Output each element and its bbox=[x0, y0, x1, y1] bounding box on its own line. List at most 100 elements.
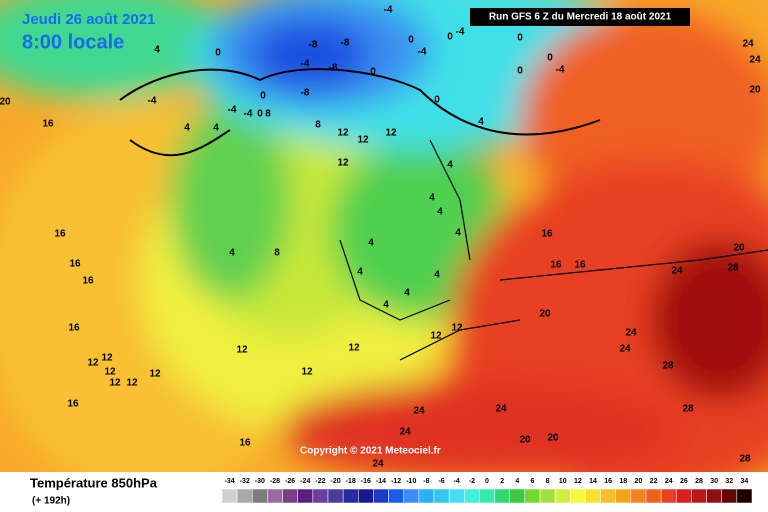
contour-label: 12 bbox=[357, 135, 369, 146]
contour-label: 24 bbox=[495, 404, 507, 415]
scale-tick-label: -6 bbox=[438, 478, 444, 485]
scale-swatch bbox=[388, 488, 404, 504]
contour-label: 4 bbox=[383, 300, 389, 311]
contour-label: 16 bbox=[67, 399, 79, 410]
scale-swatch bbox=[221, 488, 238, 504]
contour-label: -4 bbox=[301, 59, 310, 70]
scale-tick-label: -12 bbox=[391, 478, 401, 485]
contour-label: 8 bbox=[265, 109, 271, 120]
contour-label: 28 bbox=[739, 454, 751, 465]
contour-label: 0 bbox=[260, 91, 266, 102]
contour-label: 0 bbox=[370, 67, 376, 78]
border bbox=[339, 139, 768, 361]
scale-tick-label: 16 bbox=[604, 478, 612, 485]
scale-tick-label: 10 bbox=[559, 478, 567, 485]
run-box bbox=[470, 8, 690, 26]
scale-swatch bbox=[570, 488, 586, 504]
scale-tick-label: 24 bbox=[665, 478, 673, 485]
scale-swatch bbox=[736, 488, 753, 504]
contour-label: 20 bbox=[733, 243, 745, 254]
contour-label: -8 bbox=[329, 63, 338, 74]
scale-swatch bbox=[464, 488, 480, 504]
forecast-time: 8:00 locale bbox=[22, 31, 124, 53]
contour-label: -4 bbox=[418, 47, 427, 58]
contour-label: 16 bbox=[239, 438, 251, 449]
scale-swatch bbox=[721, 488, 738, 504]
scale-tick-label: 26 bbox=[680, 478, 688, 485]
scale-tick-label: -8 bbox=[423, 478, 429, 485]
map-field bbox=[0, 0, 768, 472]
contour-label: 4 bbox=[357, 267, 363, 278]
scale-swatch bbox=[433, 488, 450, 504]
contour-label: -8 bbox=[341, 38, 350, 49]
contour-label: 4 bbox=[455, 228, 461, 239]
contour-label: -4 bbox=[228, 105, 237, 116]
run-info: Run GFS 6 Z du Mercredi 18 août 2021 bbox=[489, 12, 672, 23]
contour-label: 24 bbox=[413, 406, 425, 417]
contour-label: -4 bbox=[556, 65, 565, 76]
scale-tick-label: 4 bbox=[515, 478, 519, 485]
scale-swatch bbox=[585, 488, 601, 504]
scale-swatch bbox=[691, 488, 707, 504]
scale-swatch bbox=[600, 488, 616, 504]
contour-label: 12 bbox=[149, 369, 161, 380]
contour-label: -8 bbox=[301, 88, 310, 99]
contour-label: 12 bbox=[337, 158, 349, 169]
contour-label: 12 bbox=[430, 331, 442, 342]
contour-label: 16 bbox=[550, 260, 562, 271]
contour-label: 24 bbox=[372, 459, 384, 470]
scale-tick-label: 22 bbox=[650, 478, 658, 485]
scale-tick-label: 0 bbox=[485, 478, 489, 485]
scale-swatch bbox=[403, 488, 420, 504]
contour-label: 28 bbox=[727, 263, 739, 274]
scale-swatch bbox=[706, 488, 722, 504]
scale-tick-label: -34 bbox=[225, 478, 235, 485]
contour-label: 4 bbox=[404, 288, 410, 299]
contour-label: 16 bbox=[541, 229, 553, 240]
contour-label: 4 bbox=[478, 117, 484, 128]
legend-title: Température 850hPa bbox=[30, 475, 158, 490]
scale-tick-label: 28 bbox=[695, 478, 703, 485]
scale-tick-label: 6 bbox=[530, 478, 534, 485]
contour-label: 16 bbox=[574, 260, 586, 271]
contour-label: 0 bbox=[517, 66, 523, 77]
contour-label: 24 bbox=[399, 427, 411, 438]
scale-swatch bbox=[524, 488, 541, 504]
scale-swatch bbox=[282, 488, 298, 504]
scale-swatch bbox=[509, 488, 526, 504]
scale-tick-label: -28 bbox=[270, 478, 280, 485]
contour-label: 0 bbox=[408, 35, 414, 46]
scale-swatch bbox=[373, 488, 389, 504]
contour-label: 4 bbox=[434, 270, 440, 281]
contour-label: 16 bbox=[68, 323, 80, 334]
contour-label: 4 bbox=[154, 45, 160, 56]
scale-swatch bbox=[236, 488, 253, 504]
scale-swatch bbox=[312, 488, 329, 504]
scale-swatch bbox=[327, 488, 344, 504]
scale-tick-label: -20 bbox=[331, 478, 341, 485]
scale-tick-label: -32 bbox=[240, 478, 250, 485]
contour-label: 12 bbox=[348, 343, 360, 354]
contour-label: 16 bbox=[42, 119, 54, 130]
contour-label: 20 bbox=[519, 435, 531, 446]
scale-swatch bbox=[539, 488, 556, 504]
contour-label: 12 bbox=[301, 367, 313, 378]
color-scale: -34 -32 -30 -28 -26 -24 -22 -20 -18 -16 -14 -12 -10-… bbox=[221, 478, 753, 504]
contour-label: 24 bbox=[742, 39, 754, 50]
scale-swatch bbox=[297, 488, 314, 504]
contour-label: -4 bbox=[244, 109, 253, 120]
contour-label: 28 bbox=[662, 361, 674, 372]
scale-tick-label: -16 bbox=[361, 478, 371, 485]
scale-tick-label: 18 bbox=[619, 478, 627, 485]
contour-label: 12 bbox=[109, 378, 121, 389]
contour-label: 20 bbox=[539, 309, 551, 320]
scale-tick-label: -2 bbox=[469, 478, 475, 485]
coastline bbox=[119, 68, 601, 157]
scale-swatch bbox=[252, 488, 268, 504]
forecast-date: Jeudi 26 août 2021 bbox=[22, 11, 155, 28]
scale-swatch bbox=[479, 488, 495, 504]
scale-tick-label: 14 bbox=[589, 478, 597, 485]
contour-label: 8 bbox=[274, 248, 280, 259]
contour-label: 4 bbox=[447, 160, 453, 171]
scale-tick-label: -24 bbox=[300, 478, 310, 485]
